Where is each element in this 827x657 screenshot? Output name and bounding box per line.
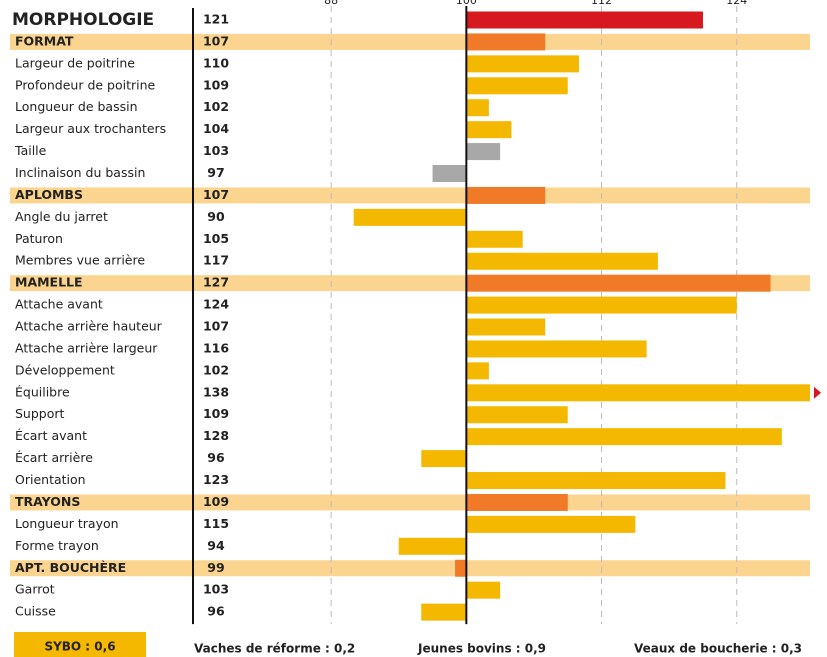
row-label: Paturon bbox=[15, 231, 63, 246]
row-label: Développement bbox=[15, 362, 115, 377]
row-label: Profondeur de poitrine bbox=[15, 77, 156, 92]
value-label: 96 bbox=[207, 604, 225, 619]
bar bbox=[466, 11, 703, 29]
value-label: 103 bbox=[203, 582, 229, 597]
bar bbox=[466, 33, 546, 51]
x-tick-label: 112 bbox=[591, 0, 612, 7]
row-label: Attache avant bbox=[15, 297, 103, 312]
bar bbox=[398, 537, 467, 555]
bar bbox=[466, 252, 658, 270]
value-label: 107 bbox=[203, 187, 229, 202]
footer-item: Jeunes bovins : 0,9 bbox=[417, 642, 546, 656]
value-label: 117 bbox=[203, 253, 229, 268]
bar bbox=[421, 603, 467, 621]
row-label: Garrot bbox=[15, 582, 55, 597]
bar bbox=[466, 581, 501, 599]
row-band bbox=[10, 494, 810, 511]
group-label: MAMELLE bbox=[15, 275, 83, 290]
value-label: 123 bbox=[203, 472, 229, 487]
value-label: 138 bbox=[203, 384, 229, 399]
row-band bbox=[10, 33, 810, 50]
group-label: TRAYONS bbox=[15, 494, 80, 509]
footer-item: Veaux de boucherie : 0,3 bbox=[634, 642, 802, 656]
value-label: 107 bbox=[203, 319, 229, 334]
x-tick-label: 88 bbox=[324, 0, 338, 7]
row-label: Support bbox=[15, 406, 65, 421]
row-label: Longueur trayon bbox=[15, 516, 119, 531]
group-label: FORMAT bbox=[15, 33, 74, 48]
bar bbox=[466, 143, 501, 161]
value-label: 128 bbox=[203, 428, 229, 443]
row-label: Orientation bbox=[15, 472, 86, 487]
row-label: Longueur de bassin bbox=[15, 99, 138, 114]
value-label: 124 bbox=[203, 297, 229, 312]
bar bbox=[466, 472, 726, 490]
row-band bbox=[10, 187, 810, 204]
bar bbox=[455, 559, 467, 577]
overflow-arrow bbox=[814, 386, 821, 399]
bar bbox=[432, 165, 467, 183]
row-label: Cuisse bbox=[15, 604, 56, 619]
bar bbox=[466, 515, 636, 533]
value-label: 109 bbox=[203, 494, 229, 509]
bar bbox=[466, 493, 568, 511]
value-label: 94 bbox=[207, 538, 225, 553]
row-label: Écart arrière bbox=[15, 450, 93, 465]
row-label: Attache arrière hauteur bbox=[15, 319, 163, 334]
value-label: 96 bbox=[207, 450, 225, 465]
bar bbox=[466, 55, 580, 73]
row-band bbox=[10, 560, 810, 577]
bar bbox=[421, 450, 467, 468]
value-label: 105 bbox=[203, 231, 229, 246]
row-label: Attache arrière largeur bbox=[15, 340, 158, 355]
value-label: 102 bbox=[203, 362, 229, 377]
footer-item: Vaches de réforme : 0,2 bbox=[194, 642, 355, 656]
bar bbox=[466, 318, 546, 336]
value-label: 116 bbox=[203, 340, 229, 355]
x-tick-label: 100 bbox=[456, 0, 477, 7]
bar bbox=[466, 362, 489, 380]
bar bbox=[466, 428, 782, 446]
group-label: APT. BOUCHÈRE bbox=[15, 560, 126, 575]
value-label: 115 bbox=[203, 516, 229, 531]
bar bbox=[466, 186, 546, 204]
value-label: 103 bbox=[203, 143, 229, 158]
sybo-box bbox=[14, 632, 146, 657]
bar bbox=[466, 274, 771, 292]
bar bbox=[466, 406, 568, 424]
value-label: 109 bbox=[203, 77, 229, 92]
bar bbox=[353, 208, 467, 226]
bar bbox=[466, 77, 568, 95]
x-tick-label: 124 bbox=[726, 0, 747, 7]
bar bbox=[466, 340, 647, 358]
row-label: Équilibre bbox=[15, 384, 70, 399]
bar bbox=[466, 296, 737, 314]
row-label: Largeur de poitrine bbox=[15, 55, 135, 70]
bar bbox=[466, 99, 489, 117]
value-label: 110 bbox=[203, 55, 229, 70]
bar bbox=[466, 121, 512, 139]
value-label: 109 bbox=[203, 406, 229, 421]
row-label: Angle du jarret bbox=[15, 209, 108, 224]
footer-item: SYBO : 0,6 bbox=[44, 640, 115, 654]
value-label: 127 bbox=[203, 275, 229, 290]
row-label: Écart avant bbox=[15, 428, 87, 443]
value-label: 121 bbox=[203, 12, 229, 27]
value-label: 90 bbox=[207, 209, 225, 224]
bar bbox=[466, 230, 523, 248]
value-label: 97 bbox=[207, 165, 224, 180]
row-label: Forme trayon bbox=[15, 538, 99, 553]
group-label: APLOMBS bbox=[15, 187, 83, 202]
section-title: MORPHOLOGIE bbox=[12, 10, 154, 30]
row-label: Largeur aux trochanters bbox=[15, 121, 166, 136]
value-label: 107 bbox=[203, 33, 229, 48]
row-label: Membres vue arrière bbox=[15, 253, 145, 268]
row-label: Inclinaison du bassin bbox=[15, 165, 145, 180]
row-label: Taille bbox=[14, 143, 47, 158]
value-label: 104 bbox=[203, 121, 229, 136]
bar bbox=[466, 384, 810, 402]
value-label: 99 bbox=[207, 560, 224, 575]
value-label: 102 bbox=[203, 99, 229, 114]
